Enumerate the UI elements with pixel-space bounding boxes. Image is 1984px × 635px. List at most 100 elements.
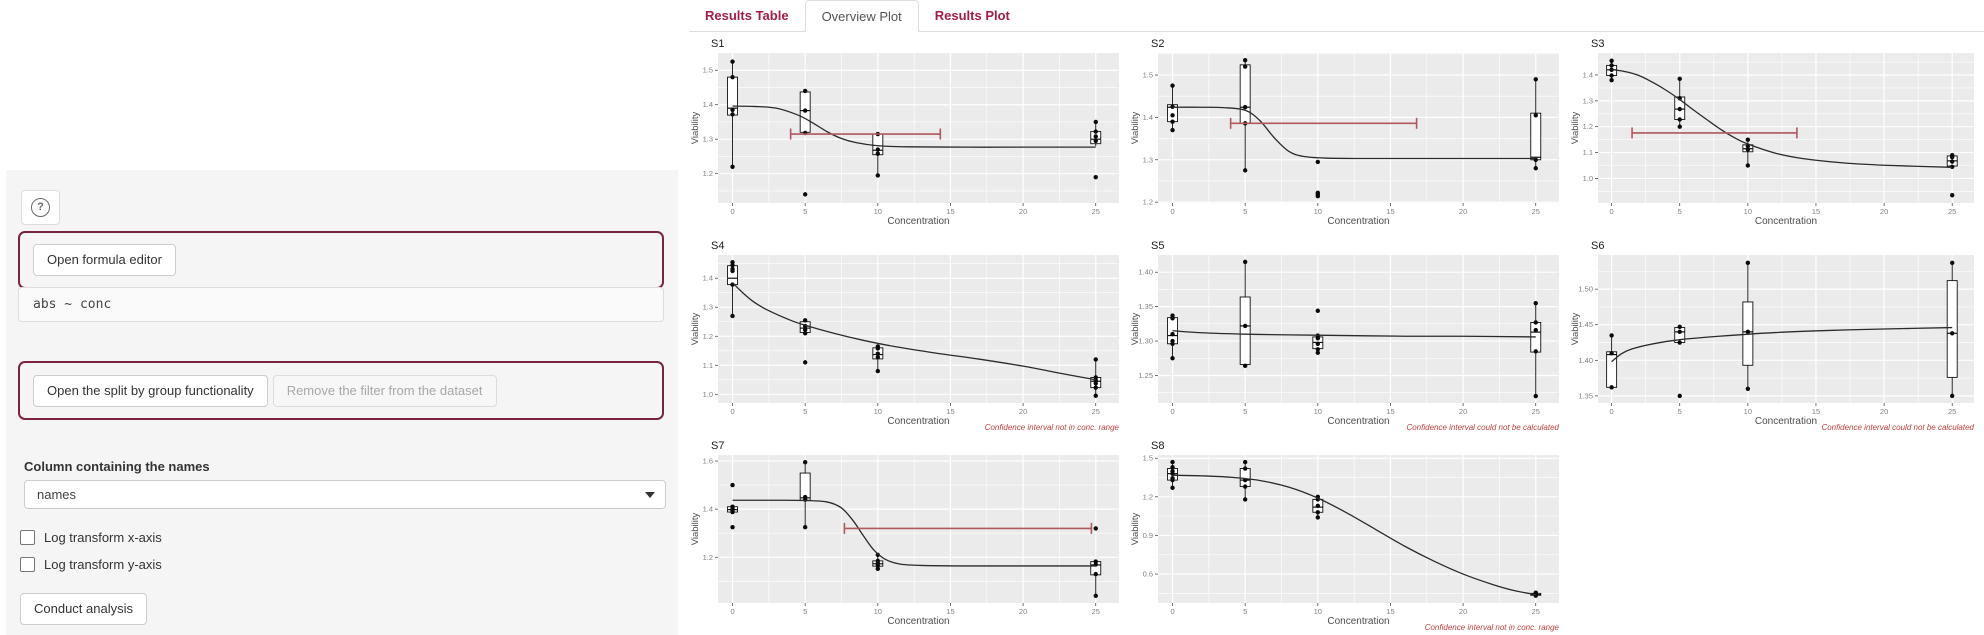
svg-text:1.5: 1.5 — [1143, 71, 1153, 80]
svg-text:0: 0 — [1170, 607, 1174, 616]
svg-text:5: 5 — [803, 207, 807, 216]
names-select[interactable]: names — [24, 480, 666, 509]
svg-text:Concentration: Concentration — [887, 616, 949, 627]
svg-text:15: 15 — [946, 407, 954, 416]
plot-S8: S8 0.6 0.9 1.2 1.5 0 5 10 15 20 25 Viability Concent… — [1130, 440, 1560, 632]
svg-text:0: 0 — [730, 407, 734, 416]
chevron-down-icon — [645, 492, 655, 498]
svg-text:25: 25 — [1092, 607, 1100, 616]
svg-text:1.6: 1.6 — [703, 457, 713, 466]
svg-text:1.4: 1.4 — [1583, 70, 1593, 79]
svg-text:Concentration: Concentration — [1327, 616, 1389, 627]
checkbox-label: Log transform y-axis — [44, 557, 162, 572]
svg-text:Concentration: Concentration — [1755, 416, 1817, 427]
help-button[interactable]: ? — [21, 190, 60, 225]
ci-caption: Confidence interval not in conc. range — [985, 423, 1120, 432]
svg-text:1.4: 1.4 — [703, 274, 713, 283]
svg-text:25: 25 — [1532, 607, 1540, 616]
svg-text:15: 15 — [946, 607, 954, 616]
svg-text:25: 25 — [1948, 407, 1956, 416]
svg-text:1.5: 1.5 — [1143, 454, 1153, 463]
open-split-by-group-button[interactable]: Open the split by group functionality — [33, 375, 268, 407]
svg-text:S3: S3 — [1591, 38, 1604, 50]
svg-text:25: 25 — [1532, 207, 1540, 216]
svg-text:10: 10 — [874, 607, 882, 616]
svg-text:Viability: Viability — [690, 312, 701, 345]
plot-S4: S4 1.0 1.1 1.2 1.3 1.4 0 5 10 15 20 25 Viability Conc… — [690, 240, 1120, 432]
svg-text:Viability: Viability — [1570, 312, 1581, 345]
checkbox-label: Log transform x-axis — [44, 530, 162, 545]
ci-caption: Confidence interval could not be calcula… — [1406, 423, 1559, 432]
svg-text:0: 0 — [1170, 207, 1174, 216]
tab-results-table[interactable]: Results Table — [705, 8, 789, 23]
svg-text:Viability: Viability — [1130, 312, 1141, 345]
svg-text:1.40: 1.40 — [1138, 268, 1153, 277]
svg-text:0: 0 — [730, 207, 734, 216]
checkbox-icon[interactable] — [20, 530, 35, 545]
tab-overview-plot[interactable]: Overview Plot — [804, 0, 919, 32]
svg-text:25: 25 — [1532, 407, 1540, 416]
svg-text:Concentration: Concentration — [887, 416, 949, 427]
svg-text:15: 15 — [1812, 407, 1820, 416]
checkbox-log-transform-y[interactable]: Log transform y-axis — [20, 557, 162, 572]
svg-text:10: 10 — [874, 407, 882, 416]
ci-caption: Confidence interval not in conc. range — [1425, 623, 1560, 632]
checkbox-log-transform-x[interactable]: Log transform x-axis — [20, 530, 162, 545]
plot-S2: S2 1.2 1.3 1.4 1.5 0 5 10 15 20 25 Viability Concent… — [1130, 38, 1559, 227]
svg-text:1.5: 1.5 — [703, 66, 713, 75]
svg-text:10: 10 — [1744, 207, 1752, 216]
open-formula-editor-button[interactable]: Open formula editor — [33, 244, 176, 276]
svg-text:Concentration: Concentration — [887, 216, 949, 227]
names-column-label: Column containing the names — [24, 459, 210, 474]
svg-text:15: 15 — [1386, 407, 1394, 416]
svg-text:1.30: 1.30 — [1138, 337, 1153, 346]
svg-text:10: 10 — [1314, 207, 1322, 216]
svg-text:1.2: 1.2 — [703, 332, 713, 341]
svg-text:15: 15 — [1812, 207, 1820, 216]
svg-text:S2: S2 — [1151, 38, 1164, 50]
svg-text:20: 20 — [1880, 207, 1888, 216]
svg-text:1.4: 1.4 — [1143, 113, 1153, 122]
svg-text:1.40: 1.40 — [1578, 356, 1593, 365]
svg-text:Concentration: Concentration — [1327, 216, 1389, 227]
svg-text:1.4: 1.4 — [703, 100, 713, 109]
formula-display-input[interactable]: abs ~ conc — [18, 287, 664, 322]
svg-text:1.25: 1.25 — [1138, 371, 1153, 380]
svg-text:1.1: 1.1 — [703, 361, 713, 370]
svg-text:25: 25 — [1092, 407, 1100, 416]
svg-text:20: 20 — [1880, 407, 1888, 416]
checkbox-icon[interactable] — [20, 557, 35, 572]
svg-text:5: 5 — [1678, 207, 1682, 216]
tab-results-plot[interactable]: Results Plot — [934, 8, 1010, 23]
svg-text:S6: S6 — [1591, 240, 1604, 252]
svg-text:5: 5 — [1678, 407, 1682, 416]
svg-text:20: 20 — [1459, 607, 1467, 616]
svg-text:0: 0 — [1610, 407, 1614, 416]
formula-editor-panel: Open formula editor — [18, 231, 664, 289]
svg-text:S1: S1 — [711, 38, 724, 50]
svg-text:20: 20 — [1019, 207, 1027, 216]
svg-text:1.3: 1.3 — [1143, 155, 1153, 164]
svg-text:20: 20 — [1019, 607, 1027, 616]
svg-text:1.3: 1.3 — [703, 303, 713, 312]
ci-caption: Confidence interval could not be calcula… — [1821, 423, 1974, 432]
svg-text:1.45: 1.45 — [1578, 320, 1593, 329]
svg-text:0.6: 0.6 — [1143, 570, 1153, 579]
svg-text:15: 15 — [1386, 207, 1394, 216]
svg-text:1.2: 1.2 — [703, 169, 713, 178]
plot-S6: S6 1.35 1.40 1.45 1.50 0 5 10 15 20 25 Viability Con… — [1570, 240, 1975, 432]
conduct-analysis-button[interactable]: Conduct analysis — [20, 593, 147, 625]
remove-filter-button[interactable]: Remove the filter from the dataset — [272, 375, 497, 407]
svg-text:15: 15 — [946, 207, 954, 216]
svg-text:S8: S8 — [1151, 440, 1164, 452]
svg-text:Viability: Viability — [690, 111, 701, 144]
svg-text:Viability: Viability — [1130, 111, 1141, 144]
svg-text:1.50: 1.50 — [1578, 285, 1593, 294]
svg-text:Viability: Viability — [690, 512, 701, 545]
svg-text:20: 20 — [1459, 407, 1467, 416]
svg-text:15: 15 — [1386, 607, 1394, 616]
svg-text:1.0: 1.0 — [703, 390, 713, 399]
svg-text:10: 10 — [1744, 407, 1752, 416]
svg-text:1.2: 1.2 — [1583, 122, 1593, 131]
